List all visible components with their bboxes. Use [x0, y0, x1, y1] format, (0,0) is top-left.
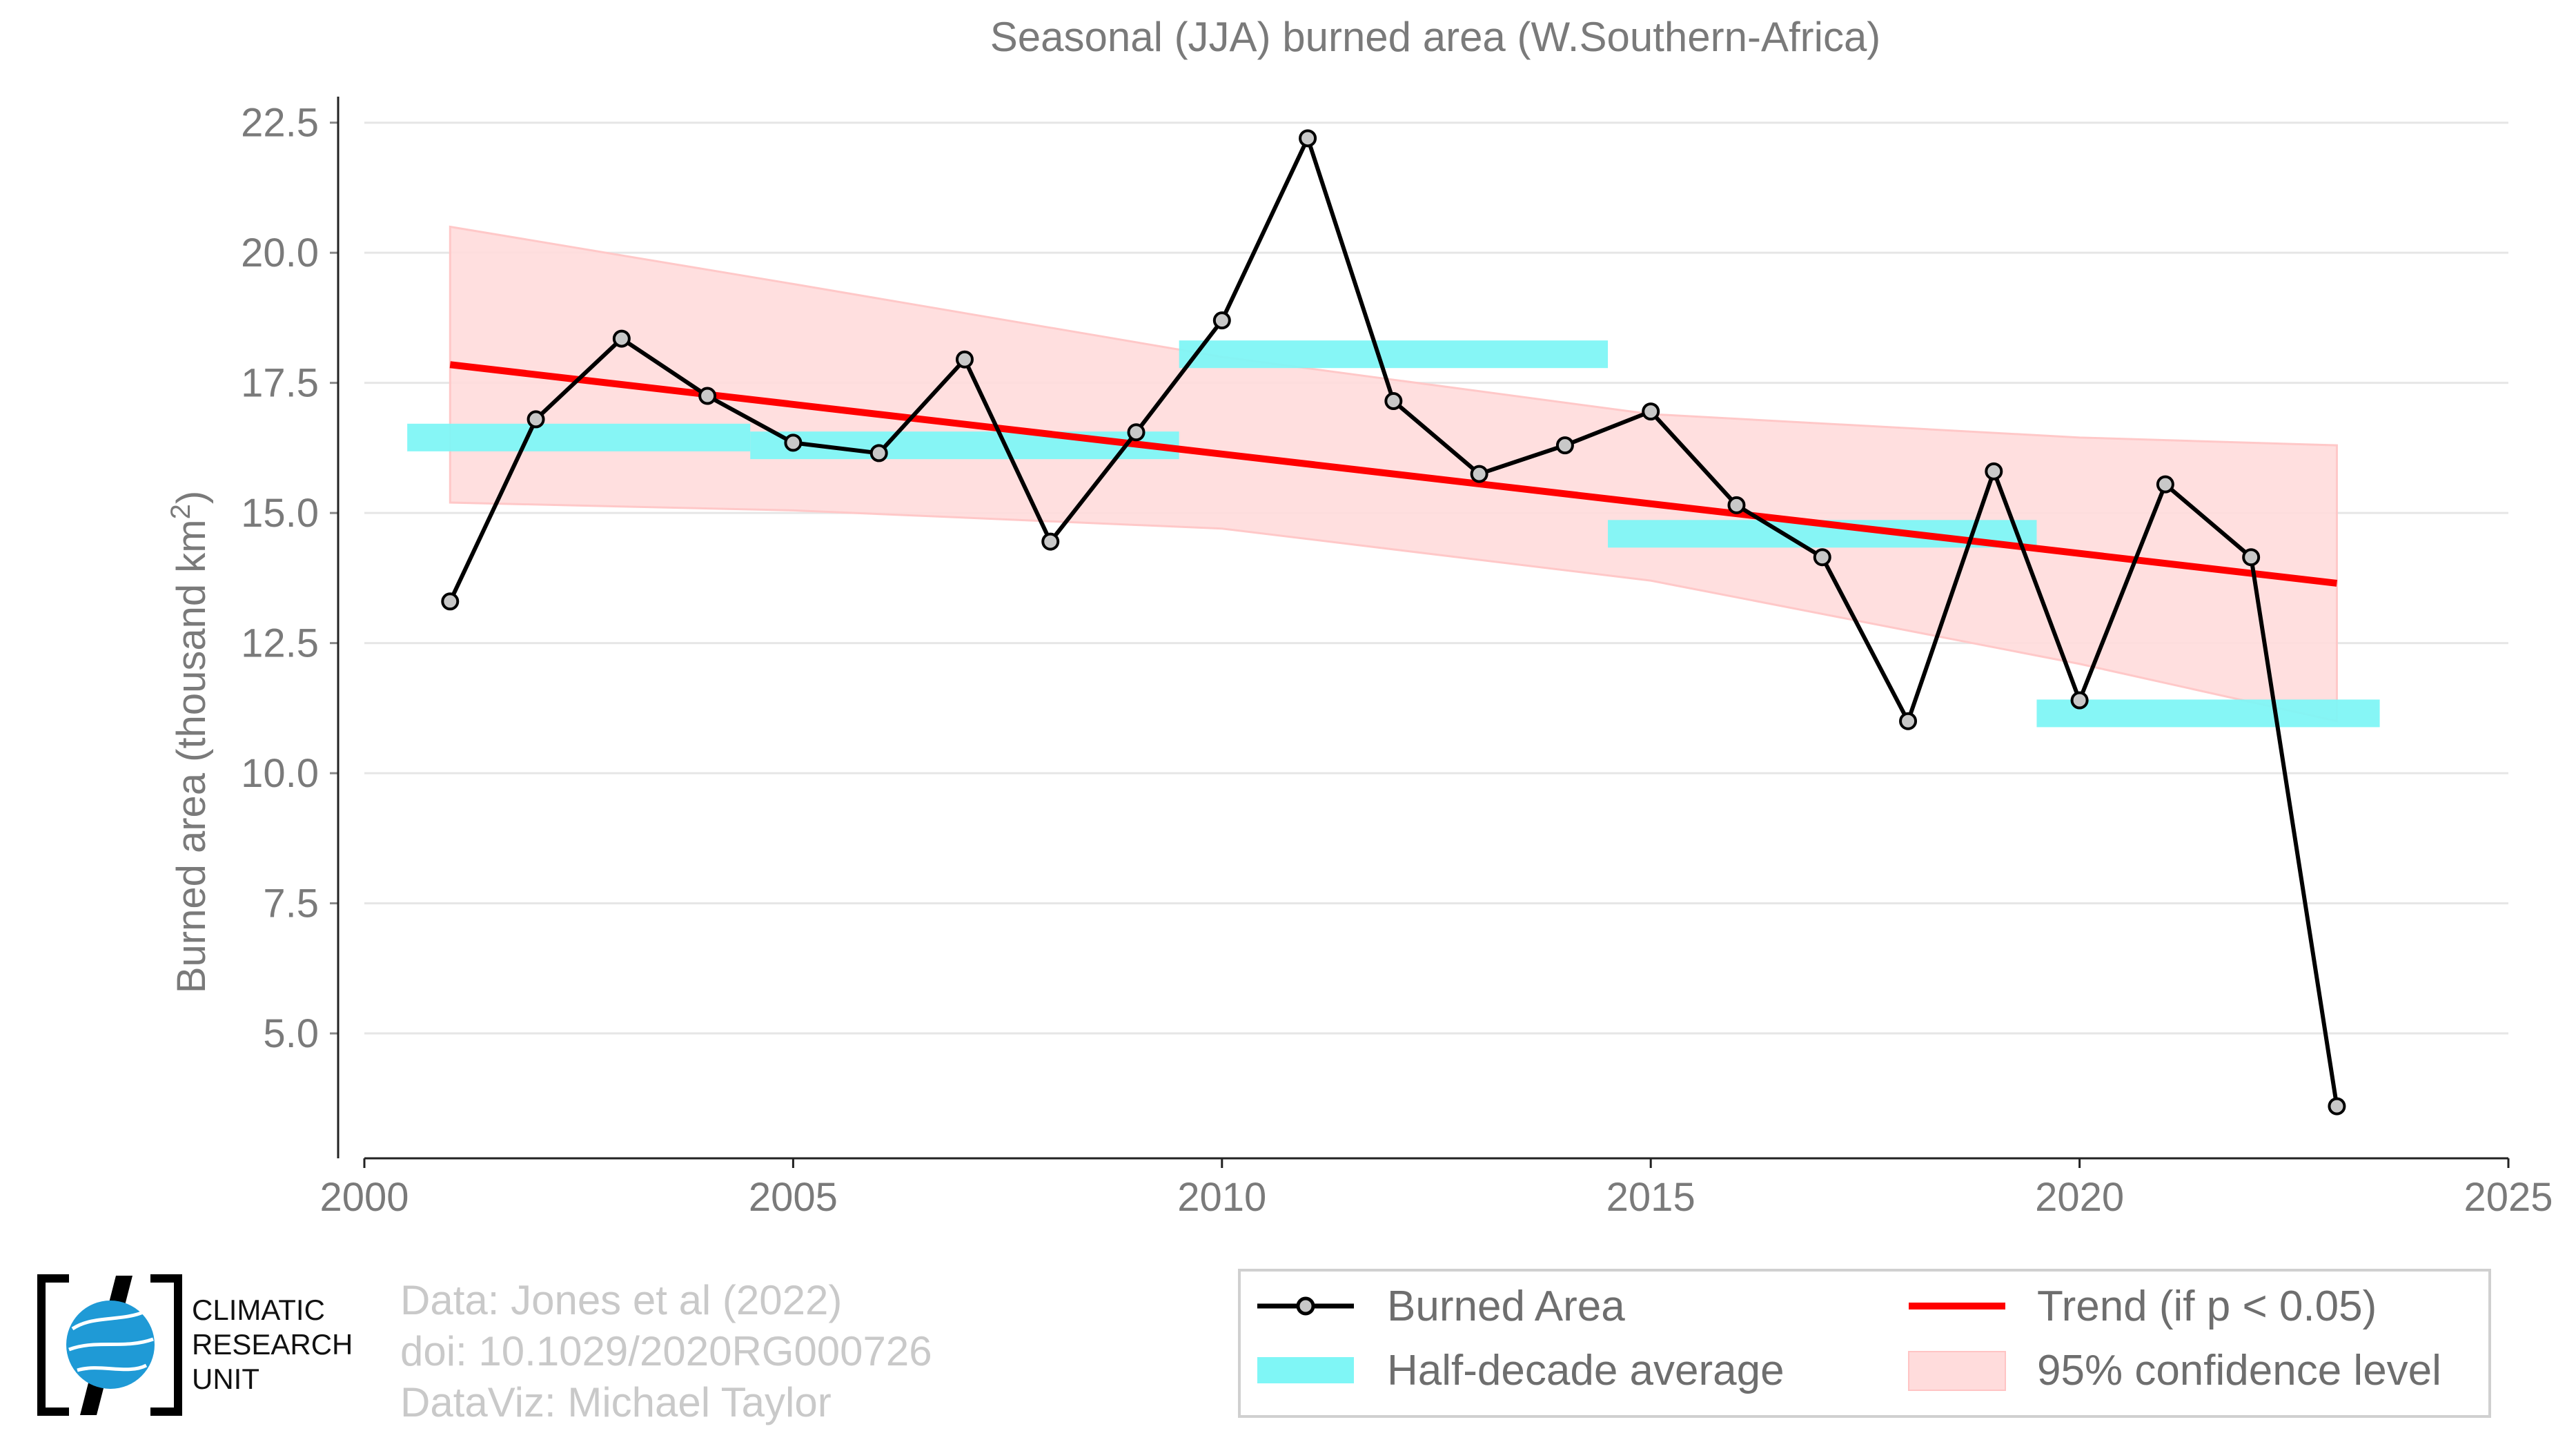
axes: 5.0 7.5 10.0 12.5 15.0 17.5 20.0 22.5 2000 2005 20…: [241, 97, 2553, 1220]
burned-area-point: [1727, 496, 1746, 514]
burned-area-point: [441, 592, 460, 611]
burned-area-point: [869, 444, 888, 462]
burned-area-point: [1299, 129, 1317, 148]
legend: Burned Area Trend (if p < 0.05) Half-dec…: [1238, 1269, 2491, 1418]
burned-area-point: [784, 434, 803, 452]
y-axis-label: Burned area (thousand km2): [166, 491, 214, 993]
y-tick-label: 10.0: [241, 751, 319, 796]
cru-logo: CLIMATIC RESEARCH UNIT: [37, 1274, 353, 1416]
burned-area-point: [2242, 548, 2261, 567]
burned-area-point: [612, 329, 631, 348]
legend-label-confidence: 95% confidence level: [2037, 1347, 2441, 1394]
legend-swatch-confidence: [1908, 1351, 2006, 1391]
y-tick-label: 17.5: [241, 361, 319, 406]
y-tick-label: 12.5: [241, 621, 319, 666]
burned-area-point: [1041, 532, 1060, 551]
logo-bracket-right: [150, 1274, 182, 1416]
x-tick-label: 2005: [749, 1175, 838, 1220]
credit-doi: doi: 10.1029/2020RG000726: [400, 1328, 932, 1374]
burned-area-point: [1470, 465, 1488, 483]
legend-label-half-decade: Half-decade average: [1387, 1347, 1784, 1394]
half-decade-bar: [2036, 699, 2380, 728]
burned-area-point: [1985, 462, 2003, 480]
credit-data: Data: Jones et al (2022): [400, 1277, 842, 1323]
credit-dataviz: DataViz: Michael Taylor: [400, 1379, 832, 1425]
burned-area-point: [1384, 392, 1403, 411]
legend-box: [1238, 1269, 2491, 1418]
legend-marker-burned-area: [1296, 1296, 1315, 1316]
burned-area-point: [1642, 402, 1660, 421]
x-tick-label: 2015: [1606, 1175, 1695, 1220]
burned-area-point: [1813, 548, 1831, 567]
chart-title: Seasonal (JJA) burned area (W.Southern-A…: [990, 14, 1881, 60]
y-tick-label: 5.0: [263, 1011, 319, 1056]
x-tick-label: 2025: [2464, 1175, 2553, 1220]
logo-line-1: CLIMATIC: [192, 1294, 325, 1326]
x-tick-label: 2000: [319, 1175, 409, 1220]
burned-area-point: [955, 350, 974, 369]
burned-area-point: [1127, 423, 1146, 442]
burned-area-point: [2156, 475, 2174, 494]
burned-area-point: [1555, 436, 1574, 455]
burned-area-point: [1212, 311, 1231, 330]
half-decade-bar: [1179, 340, 1609, 369]
burned-area-point: [2070, 691, 2089, 710]
y-tick-label: 15.0: [241, 491, 319, 536]
x-tick-label: 2010: [1177, 1175, 1266, 1220]
legend-label-burned-area: Burned Area: [1387, 1283, 1625, 1330]
half-decade-bar: [407, 423, 751, 451]
logo-line-3: UNIT: [192, 1363, 259, 1395]
y-tick-label: 22.5: [241, 101, 319, 146]
burned-area-point: [1899, 712, 1918, 730]
logo-bracket-left: [37, 1274, 69, 1416]
y-tick-label: 20.0: [241, 231, 319, 275]
burned-area-point: [527, 410, 545, 429]
y-tick-label: 7.5: [263, 882, 319, 926]
burned-area-point: [698, 387, 717, 405]
burned-area-layer: [441, 129, 2346, 1116]
globe-icon: [66, 1301, 155, 1389]
burned-area-point: [2328, 1097, 2346, 1116]
legend-swatch-half-decade: [1257, 1357, 1354, 1383]
x-tick-label: 2020: [2035, 1175, 2124, 1220]
logo-line-2: RESEARCH: [192, 1328, 353, 1361]
legend-label-trend: Trend (if p < 0.05): [2037, 1283, 2377, 1330]
